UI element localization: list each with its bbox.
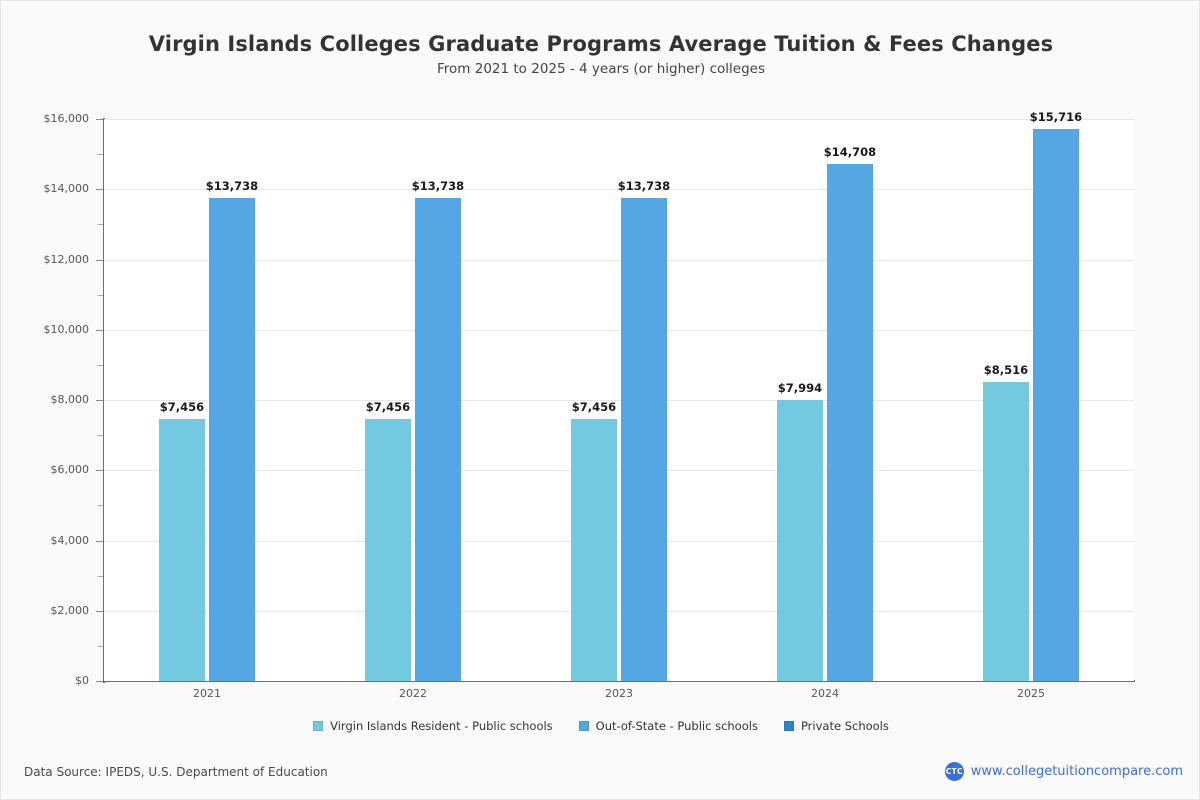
legend-item-label: Out-of-State - Public schools [595, 719, 758, 733]
data-source-note: Data Source: IPEDS, U.S. Department of E… [24, 765, 328, 779]
y-tick-major [96, 329, 103, 331]
legend-item-label: Virgin Islands Resident - Public schools [330, 719, 553, 733]
x-axis-tick-label: 2022 [399, 687, 427, 700]
title-block: Virgin Islands Colleges Graduate Program… [1, 31, 1200, 79]
y-axis-tick-label: $16,000 [43, 112, 90, 125]
y-tick-minor [98, 364, 103, 366]
bar[interactable] [827, 164, 873, 681]
y-axis-tick-label: $12,000 [43, 252, 90, 266]
bar[interactable] [777, 400, 823, 681]
x-axis-tick-label: 2025 [1017, 687, 1045, 700]
bar[interactable] [159, 419, 205, 681]
y-tick-major [96, 189, 103, 191]
y-axis-tick-label: $4,000 [50, 533, 90, 547]
gridline [104, 400, 1134, 401]
bar[interactable] [415, 198, 461, 681]
gridline [104, 610, 1134, 612]
bar-value-label: $14,708 [823, 145, 877, 160]
bar[interactable] [209, 198, 255, 681]
y-tick-minor [98, 645, 103, 647]
gridline [104, 259, 1134, 261]
y-tick-major [96, 400, 103, 401]
bar[interactable] [983, 381, 1029, 681]
bar[interactable] [571, 419, 617, 681]
page-title: Virgin Islands Colleges Graduate Program… [148, 32, 1054, 56]
bar-value-label: $13,738 [617, 179, 671, 194]
y-tick-minor [98, 294, 103, 296]
x-axis-tick-label: 2024 [811, 687, 839, 700]
x-axis-tick-label: 2023 [605, 687, 633, 700]
x-axis-tick-label: 2021 [193, 687, 221, 700]
bar-value-label: $7,994 [777, 381, 823, 396]
y-axis-tick-label: $6,000 [50, 463, 90, 477]
bar[interactable] [1033, 128, 1079, 681]
bar[interactable] [621, 198, 667, 681]
legend-item-label: Private Schools [800, 719, 889, 733]
plot-area: $7,456 $13,738 $7,456 $13,738 $7,456 $13,738 $… [96, 110, 1134, 682]
bar-value-label: $8,516 [983, 362, 1029, 377]
bar-value-label: $15,716 [1029, 109, 1083, 124]
gridline [104, 119, 1134, 120]
brand-url-label[interactable]: www.collegetuitioncompare.com [970, 764, 1183, 779]
y-tick-minor [98, 224, 103, 226]
y-tick-major [96, 470, 103, 472]
x-axis-line [103, 680, 1135, 682]
ctc-logo-icon: CTC [944, 762, 964, 781]
y-tick-minor [98, 435, 103, 437]
y-axis-tick-label: $14,000 [43, 182, 90, 196]
legend-swatch-icon [313, 721, 324, 731]
y-tick-major [96, 259, 103, 261]
y-axis-tick-label: $2,000 [50, 603, 90, 617]
bar-value-label: $7,456 [159, 400, 205, 415]
y-tick-minor [98, 575, 103, 577]
bar-value-label: $7,456 [571, 400, 617, 415]
legend-item[interactable]: Virgin Islands Resident - Public schools [313, 719, 553, 733]
legend-swatch-icon [578, 721, 589, 731]
bar-value-label: $7,456 [365, 400, 411, 415]
chart-subtitle: From 2021 to 2025 - 4 years (or higher) … [437, 61, 765, 77]
y-tick-minor [98, 505, 103, 507]
y-tick-minor [98, 154, 103, 156]
gridline [104, 329, 1134, 331]
y-tick-major [96, 540, 103, 542]
gridline [104, 189, 1134, 191]
y-tick-major [96, 119, 103, 120]
y-tick-major [96, 681, 103, 682]
gridline [104, 470, 1134, 472]
brand-link[interactable]: CTC www.collegetuitioncompare.com [944, 762, 1183, 781]
y-tick-major [96, 610, 103, 612]
bar-value-label: $13,738 [205, 179, 259, 194]
y-axis-tick-label: $10,000 [43, 322, 90, 336]
chart-legend: Virgin Islands Resident - Public schools… [1, 719, 1200, 733]
bar-value-label: $13,738 [411, 179, 465, 194]
bar[interactable] [365, 419, 411, 681]
legend-item[interactable]: Private Schools [783, 719, 889, 733]
y-axis-tick-label: $0 [75, 674, 89, 687]
y-axis-tick-label: $8,000 [50, 393, 90, 406]
legend-item[interactable]: Out-of-State - Public schools [578, 719, 758, 733]
gridline [104, 540, 1134, 542]
legend-swatch-icon [783, 721, 794, 731]
